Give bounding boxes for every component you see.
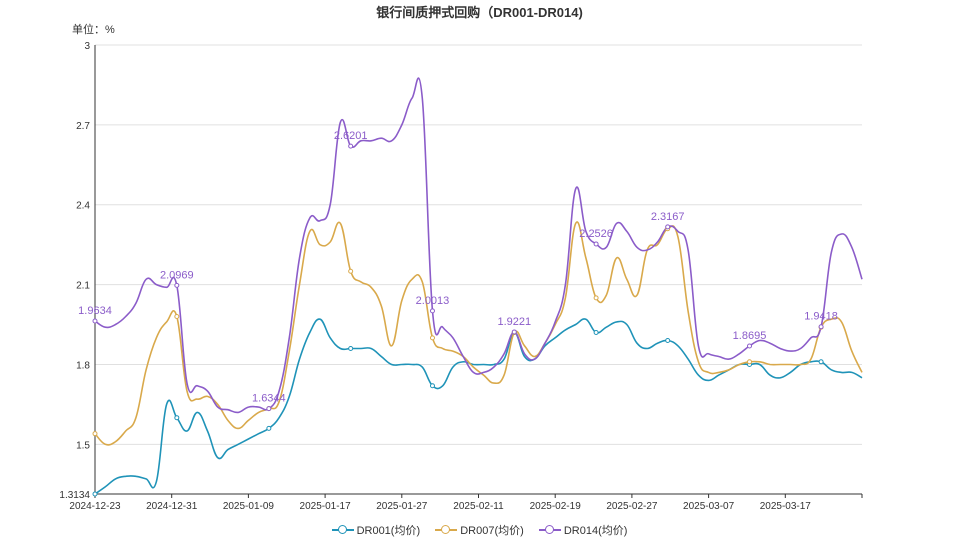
data-label: 1.9221 — [497, 316, 531, 328]
data-point-dr001 — [818, 359, 824, 365]
data-point-dr014 — [818, 324, 824, 330]
data-label: 2.2526 — [579, 228, 613, 240]
y-tick-label: 1.8 — [76, 360, 90, 371]
x-tick-label: 2024-12-23 — [69, 501, 121, 512]
data-label: 2.0969 — [160, 269, 194, 281]
y-tick-label: 3 — [84, 41, 90, 52]
chart-title: 银行间质押式回购（DR001-DR014) — [376, 5, 583, 20]
unit-label: 单位：% — [72, 24, 115, 36]
x-tick-label: 2024-12-31 — [146, 501, 198, 512]
data-label: 1.8695 — [733, 330, 767, 342]
y-tick-label: 2.7 — [76, 121, 90, 132]
x-tick-label: 2025-02-27 — [606, 501, 658, 512]
series-line-dr001 — [94, 318, 863, 495]
data-point-dr001 — [174, 415, 180, 421]
legend-item-dr007[interactable]: DR007(均价) — [435, 522, 524, 538]
data-point-dr014 — [348, 143, 354, 149]
data-point-dr014 — [593, 241, 599, 247]
data-point-dr001 — [92, 491, 98, 497]
data-point-dr007 — [174, 314, 180, 320]
data-point-dr014 — [92, 318, 98, 324]
data-point-dr014 — [429, 308, 435, 314]
x-tick-label: 2025-01-27 — [376, 501, 428, 512]
legend-label-dr007: DR007(均价) — [460, 525, 524, 537]
x-tick-label: 2025-01-17 — [300, 501, 352, 512]
data-point-dr001 — [348, 345, 354, 351]
data-point-dr007 — [747, 359, 753, 365]
series-line-dr014 — [94, 77, 863, 414]
data-label: 2.0013 — [416, 295, 450, 307]
legend-marker-dr001 — [331, 525, 354, 535]
data-point-dr007 — [593, 295, 599, 301]
legend-item-dr014[interactable]: DR014(均价) — [538, 522, 628, 538]
x-tick-label: 2025-02-11 — [453, 501, 504, 512]
data-point-dr014 — [747, 343, 753, 349]
x-tick-label: 2025-02-19 — [530, 501, 582, 512]
legend-label-dr001: DR001(均价) — [356, 525, 421, 537]
data-point-dr014 — [174, 282, 180, 288]
data-point-dr001 — [665, 337, 671, 343]
data-label: 2.3167 — [651, 211, 685, 223]
data-point-dr014 — [665, 224, 671, 230]
legend-marker-dr007 — [435, 525, 458, 535]
data-label: 2.6201 — [334, 130, 368, 142]
data-point-dr007 — [429, 335, 435, 341]
legend-label-dr014: DR014(均价) — [563, 525, 628, 537]
data-point-dr007 — [92, 431, 98, 437]
data-point-dr001 — [429, 383, 435, 389]
legend-item-dr001[interactable]: DR001(均价) — [331, 522, 421, 538]
x-tick-label: 2025-03-07 — [683, 501, 735, 512]
series-line-dr007 — [94, 221, 863, 446]
data-point-dr007 — [348, 268, 354, 274]
y-tick-label: 1.5 — [76, 440, 90, 451]
y-tick-label: 2.4 — [76, 201, 90, 212]
data-label: 1.9634 — [78, 305, 112, 317]
data-label: 1.9418 — [804, 311, 838, 323]
data-point-dr001 — [266, 425, 272, 431]
data-point-dr014 — [511, 329, 517, 335]
x-tick-label: 2025-01-09 — [223, 501, 275, 512]
data-label: 1.6344 — [252, 393, 286, 405]
legend-marker-dr014 — [538, 525, 561, 535]
y-tick-label: 2.1 — [76, 281, 90, 292]
x-tick-label: 2025-03-17 — [760, 501, 812, 512]
data-point-dr014 — [266, 406, 272, 412]
legend: DR001(均价) DR007(均价) DR014(均价) — [0, 522, 959, 538]
y-tick-label: 1.3134 — [59, 490, 90, 501]
data-point-dr001 — [593, 330, 599, 336]
